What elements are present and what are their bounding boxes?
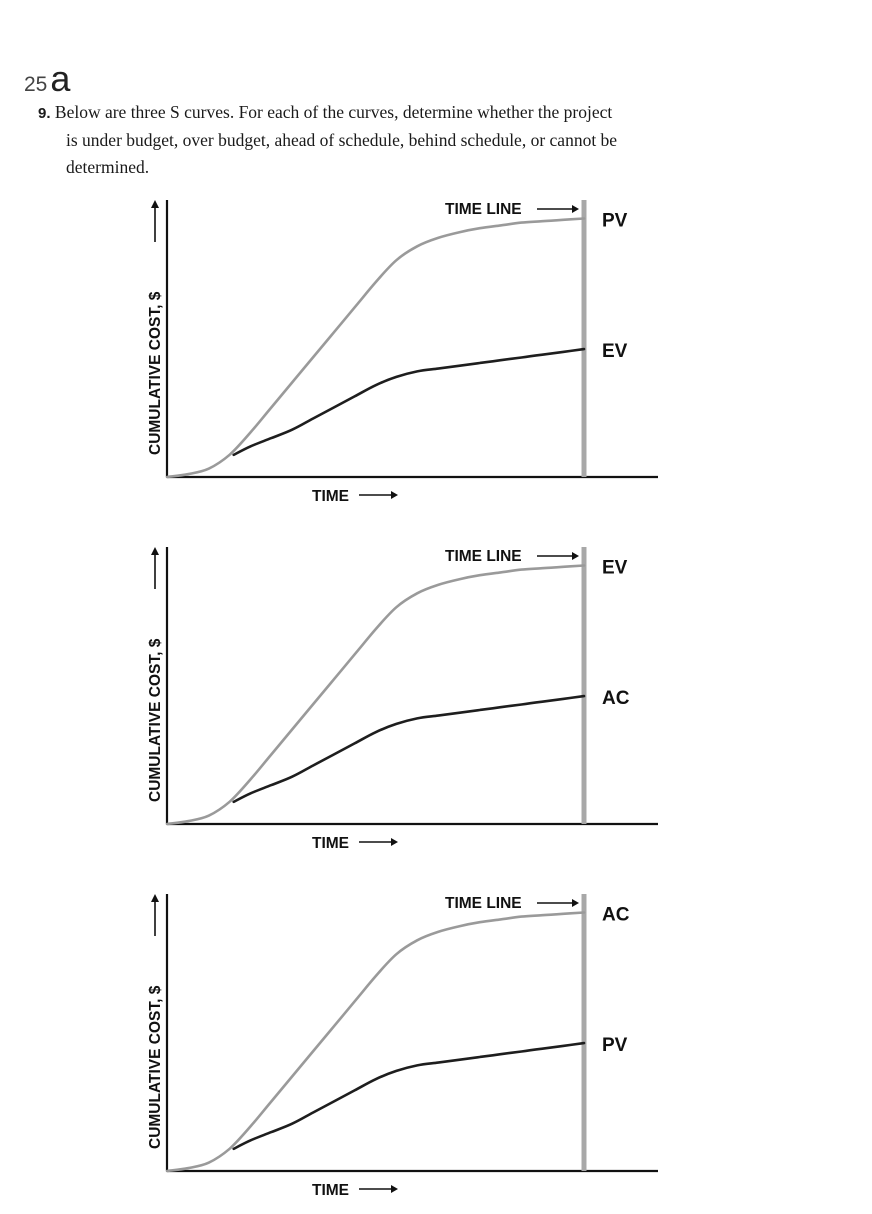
- arrow-right-icon: [572, 552, 579, 560]
- arrow-up-icon: [151, 547, 159, 555]
- y-axis-label: CUMULATIVE COST, $: [147, 638, 164, 802]
- question-line-1: Below are three S curves. For each of th…: [54, 102, 613, 122]
- question-line-2: is under budget, over budget, ahead of s…: [66, 130, 618, 150]
- x-axis-label: TIME: [312, 1182, 349, 1199]
- question-line-3: determined.: [66, 157, 150, 177]
- question-text: 9. Below are three S curves. For each of…: [38, 99, 738, 181]
- series-line-ac: [232, 694, 586, 804]
- series-line-ev: [165, 564, 586, 826]
- arrow-right-icon: [391, 1185, 398, 1193]
- page-number: 25a: [24, 58, 70, 100]
- y-axis-label: CUMULATIVE COST, $: [147, 985, 164, 1149]
- time-line-label: TIME LINE: [445, 895, 522, 912]
- arrow-right-icon: [391, 838, 398, 846]
- s-curve-chart-2: EV AC TIME LINE TIME CUMULATIVE COST, $: [147, 547, 658, 852]
- arrow-right-icon: [572, 899, 579, 907]
- time-line-label: TIME LINE: [445, 548, 522, 565]
- time-line-label: TIME LINE: [445, 201, 522, 218]
- series-label-ev: EV: [602, 341, 628, 362]
- arrow-up-icon: [151, 894, 159, 902]
- page-number-digits: 25: [24, 73, 48, 96]
- series-line-ev: [232, 347, 586, 457]
- series-label-ac: AC: [602, 688, 630, 709]
- series-line-ac: [165, 911, 586, 1173]
- x-axis-label: TIME: [312, 488, 349, 505]
- s-curve-chart-3: AC PV TIME LINE TIME CUMULATIVE COST, $: [147, 894, 658, 1199]
- x-axis-label: TIME: [312, 835, 349, 852]
- arrow-right-icon: [391, 491, 398, 499]
- series-label-pv: PV: [602, 1035, 628, 1056]
- series-label-ac: AC: [602, 904, 630, 925]
- question-number: 9.: [38, 105, 51, 122]
- arrow-right-icon: [572, 205, 579, 213]
- series-line-pv: [232, 1041, 586, 1151]
- y-axis-label: CUMULATIVE COST, $: [147, 291, 164, 455]
- series-label-pv: PV: [602, 210, 628, 231]
- series-line-pv: [165, 217, 586, 479]
- page-number-letter: a: [50, 58, 71, 99]
- series-label-ev: EV: [602, 557, 628, 578]
- arrow-up-icon: [151, 200, 159, 208]
- s-curve-chart-1: PV EV TIME LINE TIME CUMULATIVE COST, $: [147, 200, 658, 505]
